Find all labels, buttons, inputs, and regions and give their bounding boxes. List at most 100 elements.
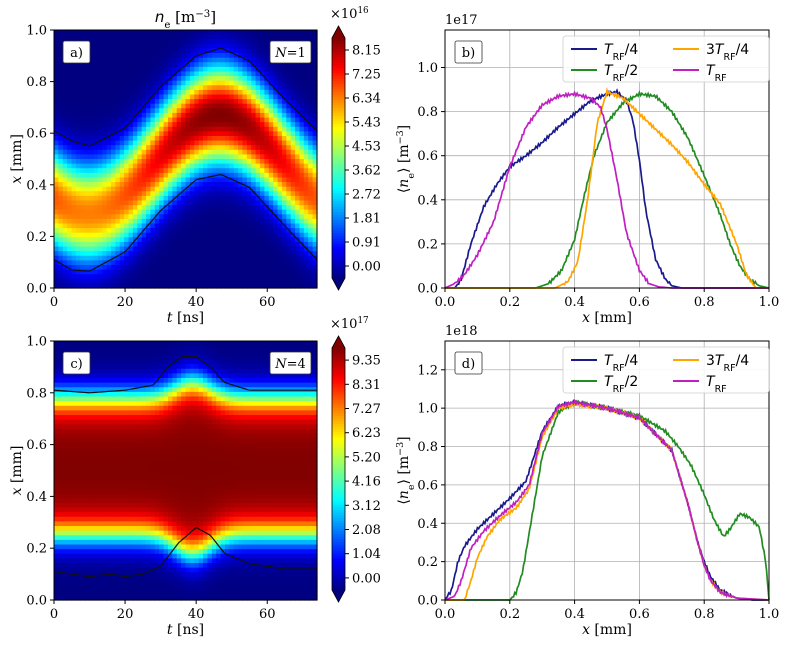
heatmap-cell [189,131,195,137]
heatmap-cell [75,154,81,160]
heatmap-cell [264,232,270,238]
heatmap-cell [115,428,121,435]
heatmap-cell [137,544,143,550]
heatmap-cell [181,255,187,261]
heatmap-cell [194,205,200,211]
heatmap-cell [71,549,77,555]
heatmap-cell [268,159,274,165]
heatmap-cell [308,246,314,252]
heatmap-cell [89,39,95,45]
heatmap-cell [106,553,112,559]
heatmap-cell [150,237,156,243]
heatmap-cell [312,195,318,202]
heatmap-cell [303,172,309,179]
heatmap-cell [242,159,248,165]
heatmap-cell [172,117,178,123]
heatmap-cell [146,493,152,499]
heatmap-cell [141,424,147,430]
heatmap-cell [198,163,204,169]
heatmap-cell [58,159,64,165]
heatmap-cell [194,122,200,128]
heatmap-cell [106,378,112,384]
heatmap-cell [67,558,73,564]
heatmap-cell [299,62,305,68]
heatmap-cell [172,131,178,137]
heatmap-cell [154,507,160,513]
heatmap-cell [84,278,90,284]
heatmap-cell [80,223,86,229]
heatmap-cell [203,191,209,197]
heatmap-cell [176,117,182,123]
heatmap-cell [71,177,77,183]
heatmap-cell [97,373,103,379]
heatmap-cell [110,108,116,114]
heatmap-cell [246,283,252,289]
heatmap-cell [132,590,138,596]
heatmap-cell [295,89,301,96]
heatmap-cell [110,586,116,592]
heatmap-cell [124,447,130,453]
heatmap-cell [89,186,95,192]
heatmap-cell [146,154,152,160]
heatmap-cell [159,345,165,351]
heatmap-cell [132,57,138,63]
heatmap-cell [141,549,147,555]
heatmap-cell [211,43,217,50]
heatmap-cell [189,241,195,248]
heatmap-cell [150,526,156,532]
heatmap-cell [207,278,213,284]
heatmap-cell [181,274,187,280]
heatmap-cell [75,521,81,527]
heatmap-cell [286,205,292,211]
heatmap-cell [146,131,152,137]
heatmap-cell [146,373,152,379]
heatmap-cell [181,99,187,105]
heatmap-cell [242,232,248,238]
heatmap-cell [159,391,165,398]
heatmap-cell [106,209,112,215]
heatmap-cell [115,581,121,587]
heatmap-cell [62,401,68,407]
heatmap-cell [181,140,187,146]
heatmap-cell [181,200,187,206]
heatmap-cell [207,163,213,169]
heatmap-cell [286,237,292,243]
heatmap-cell [141,359,147,365]
heatmap-cell [106,539,112,546]
heatmap-cell [93,364,99,370]
heatmap-cell [62,126,68,132]
heatmap-cell [93,489,99,495]
heatmap-cell [268,149,274,155]
heatmap-cell [141,232,147,238]
heatmap-cell [137,382,143,388]
heatmap-cell [273,103,279,109]
heatmap-cell [255,172,261,179]
heatmap-cell [255,71,261,77]
heatmap-cell [102,241,108,248]
heatmap-cell [110,200,116,206]
heatmap-cell [110,489,116,495]
heatmap-cell [84,526,90,532]
colorbar-segment [332,219,345,223]
heatmap-cell [154,246,160,252]
heatmap-cell [137,177,143,183]
heatmap-cell [124,484,130,490]
heatmap-cell [303,191,309,197]
x-tick-label-b: 1.0 [759,295,780,310]
heatmap-cell [251,57,257,63]
heatmap-cell [163,131,169,137]
heatmap-cell [194,89,200,96]
heatmap-cell [128,135,134,142]
heatmap-cell [264,76,270,82]
heatmap-cell [89,168,95,174]
heatmap-cell [137,76,143,82]
heatmap-cell [229,274,235,280]
heatmap-cell [62,391,68,398]
heatmap-cell [132,447,138,453]
heatmap-cell [146,237,152,243]
heatmap-cell [115,200,121,206]
heatmap-cell [242,53,248,59]
colorbar-segment [332,168,345,172]
heatmap-cell [189,218,195,225]
heatmap-cell [264,241,270,248]
